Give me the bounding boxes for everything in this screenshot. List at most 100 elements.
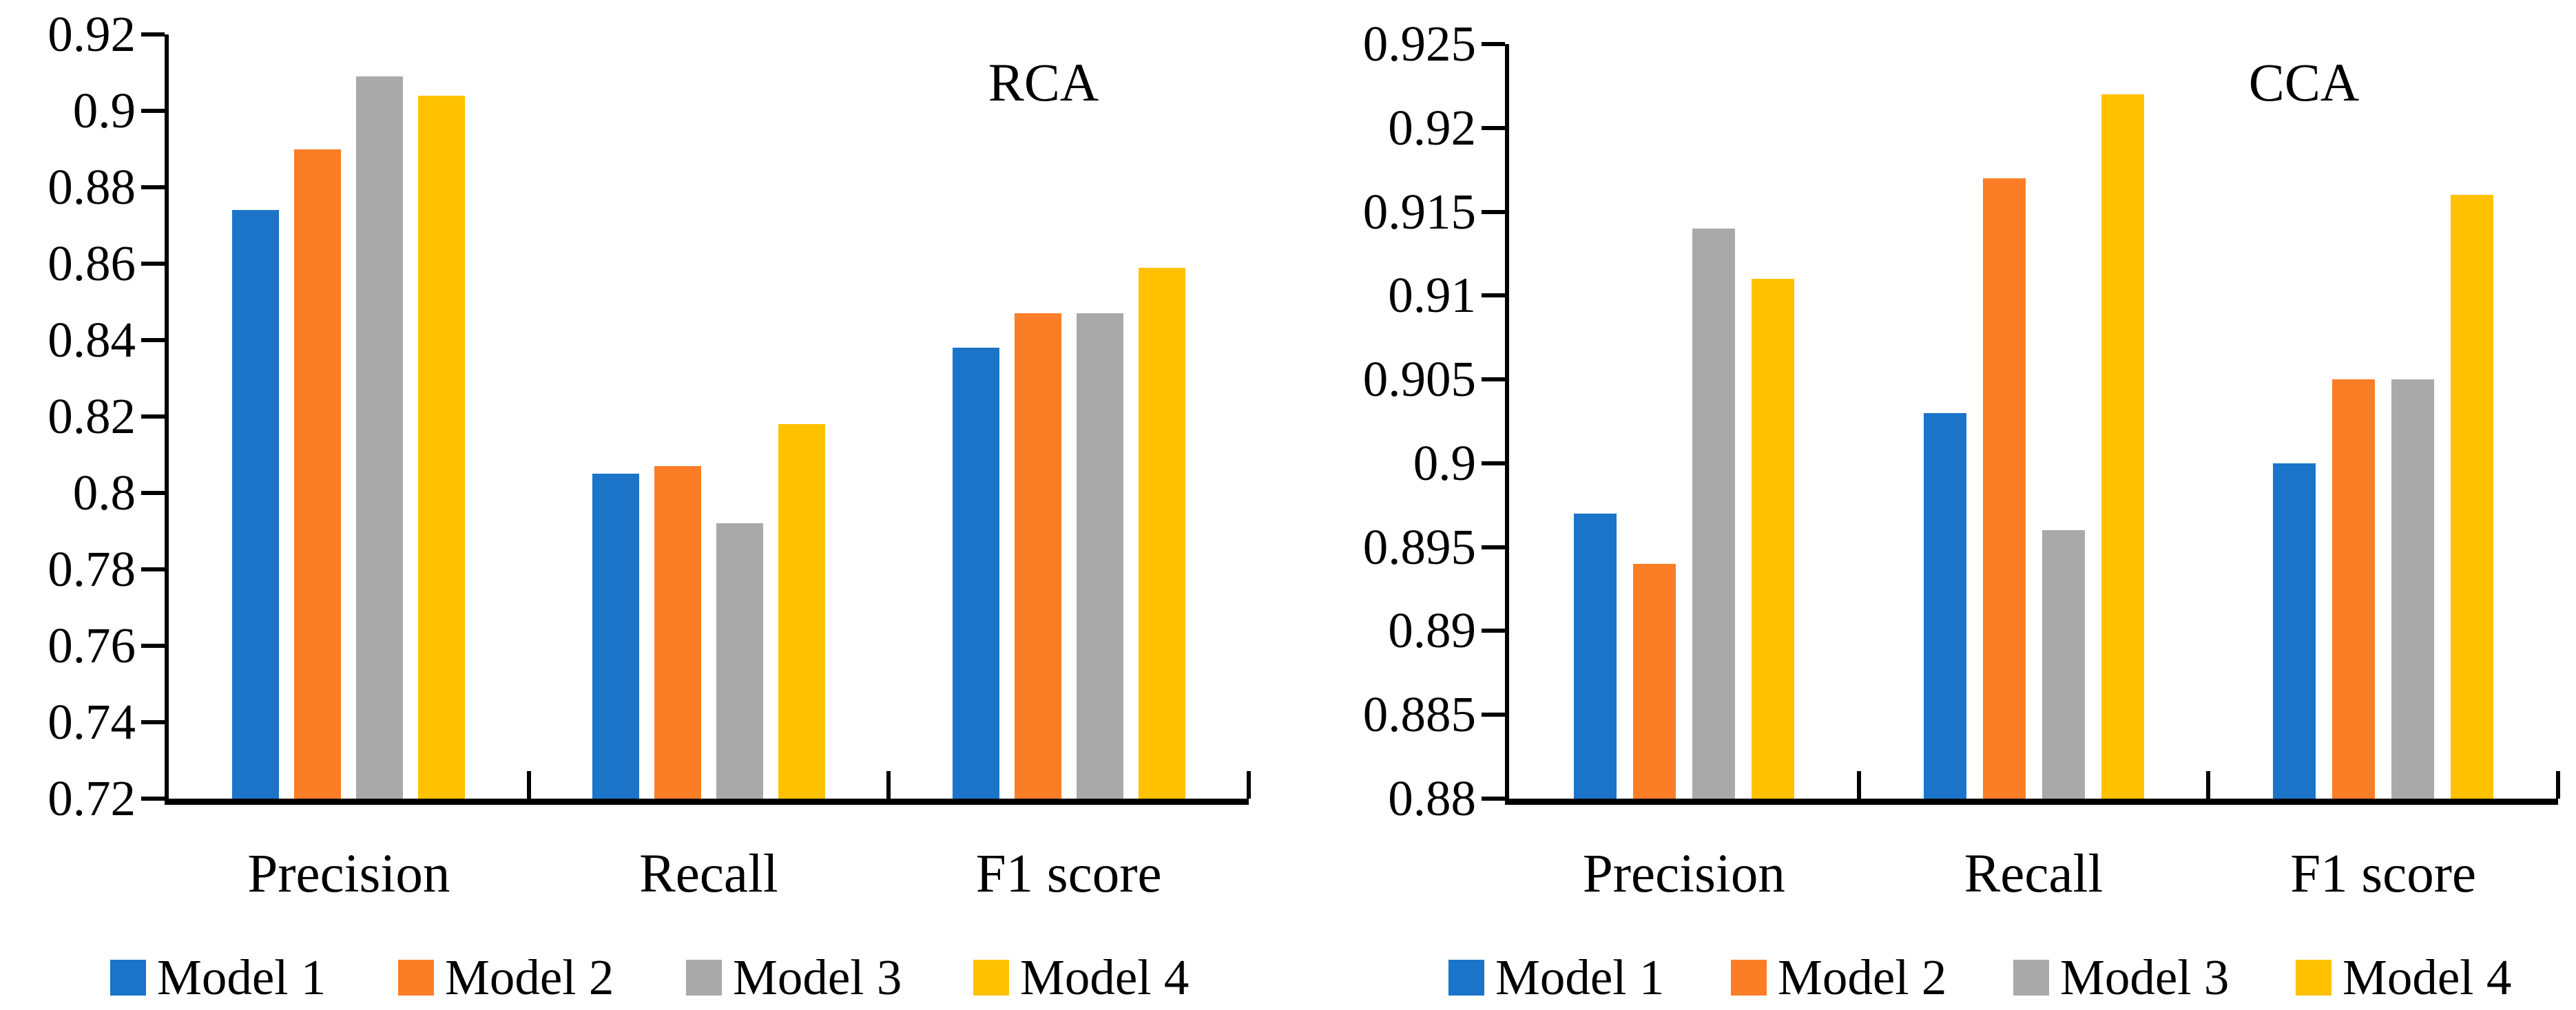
bar-model-4-f1-score (2451, 195, 2493, 799)
chart-0-y-tick (141, 185, 165, 189)
legend-label-model-4: Model 4 (2343, 949, 2512, 1005)
chart-1-x-axis (1505, 799, 2558, 805)
chart-1-category-tick (1856, 771, 1861, 799)
chart-0-y-tick-label: 0.78 (48, 541, 136, 597)
chart-1-y-tick (1482, 545, 1505, 549)
chart-0-y-tick (141, 414, 165, 419)
legend-swatch-model-3 (686, 960, 722, 996)
chart-0-y-tick-label: 0.84 (48, 312, 136, 368)
legend-swatch-model-3 (2013, 960, 2049, 996)
bar-model-2-precision (1633, 564, 1676, 799)
legend-label-model-2: Model 2 (445, 949, 614, 1005)
chart-0-y-axis (165, 34, 169, 805)
bar-model-1-recall (1924, 413, 1966, 799)
chart-0-category-tick (886, 771, 891, 799)
chart-0-y-tick (141, 644, 165, 648)
chart-1-y-tick (1482, 377, 1505, 382)
bar-model-3-precision (1692, 229, 1735, 799)
chart-1-y-tick-label: 0.9 (1413, 434, 1476, 491)
chart-0-y-tick-label: 0.72 (48, 770, 136, 826)
chart-1-y-axis (1505, 44, 1509, 805)
chart-1-y-tick (1482, 42, 1505, 46)
chart-1-category-label: F1 score (2290, 844, 2477, 904)
chart-0-y-tick-label: 0.9 (72, 83, 136, 138)
chart-1-y-tick-label: 0.91 (1388, 267, 1476, 324)
chart-0-category-tick (526, 771, 531, 799)
bar-model-1-f1-score (953, 348, 999, 799)
legend-label-model-2: Model 2 (1778, 949, 1947, 1005)
chart-1-y-tick (1482, 209, 1505, 214)
bar-model-1-precision (1574, 514, 1617, 799)
chart-1-y-tick-label: 0.885 (1362, 686, 1476, 743)
chart-1-y-tick-label: 0.895 (1362, 518, 1476, 575)
chart-1-y-tick (1482, 461, 1505, 465)
chart-1-y-tick-label: 0.905 (1362, 351, 1476, 408)
chart-1-y-tick-label: 0.92 (1388, 99, 1476, 156)
bar-model-4-precision (418, 96, 465, 799)
bar-model-2-recall (654, 466, 701, 799)
bar-model-2-f1-score (1015, 313, 1061, 799)
chart-0-y-tick (141, 338, 165, 342)
chart-1-y-tick (1482, 125, 1505, 130)
chart-0-y-tick (141, 567, 165, 571)
legend-swatch-model-2 (1731, 960, 1767, 996)
chart-0-y-tick-label: 0.92 (48, 6, 136, 62)
bar-model-2-f1-score (2332, 379, 2375, 799)
chart-0-y-tick-label: 0.8 (72, 465, 136, 520)
bar-model-1-recall (592, 474, 639, 799)
chart-1-y-tick-label: 0.89 (1388, 602, 1476, 659)
legend-label-model-3: Model 3 (2060, 949, 2230, 1005)
chart-1-category-tick (2206, 771, 2211, 799)
chart-0-y-tick-label: 0.86 (48, 235, 136, 291)
chart-0-y-tick (141, 262, 165, 266)
bar-model-3-recall (716, 523, 763, 799)
chart-1-y-tick (1482, 629, 1505, 633)
chart-0-category-tick (1247, 771, 1251, 799)
chart-1-y-tick (1482, 713, 1505, 717)
chart-0-category-label: F1 score (975, 844, 1162, 904)
legend-swatch-model-4 (973, 960, 1009, 996)
legend-label-model-3: Model 3 (733, 949, 902, 1005)
chart-0-y-tick-label: 0.82 (48, 388, 136, 444)
chart-0-category-label: Recall (639, 844, 778, 904)
chart-0-y-tick (141, 32, 165, 36)
legend-label-model-4: Model 4 (1020, 949, 1190, 1005)
bar-model-4-f1-score (1139, 268, 1185, 799)
legend-label-model-1: Model 1 (1495, 949, 1665, 1005)
chart-1-title: CCA (2248, 52, 2360, 112)
bar-model-3-f1-score (2391, 379, 2434, 799)
bar-model-2-precision (294, 149, 341, 799)
chart-0-category-label: Precision (247, 844, 450, 904)
bar-model-4-recall (778, 424, 825, 799)
chart-0-y-tick-label: 0.74 (48, 694, 136, 750)
bar-model-4-recall (2101, 94, 2144, 799)
chart-0-x-axis (165, 799, 1249, 805)
legend-swatch-model-2 (398, 960, 434, 996)
chart-1-y-tick-label: 0.88 (1388, 770, 1476, 826)
bar-model-4-precision (1752, 279, 1794, 799)
bar-model-3-f1-score (1077, 313, 1123, 799)
chart-0-y-tick (141, 109, 165, 113)
bar-model-1-precision (232, 210, 279, 799)
legend-label-model-1: Model 1 (157, 949, 326, 1005)
bar-model-2-recall (1983, 178, 2026, 799)
chart-1-y-tick-label: 0.915 (1362, 183, 1476, 240)
chart-1-y-tick-label: 0.925 (1362, 16, 1476, 72)
legend-swatch-model-1 (1448, 960, 1484, 996)
chart-1-y-tick (1482, 293, 1505, 298)
chart-0-y-tick (141, 797, 165, 801)
bar-model-3-recall (2042, 530, 2085, 799)
chart-0-title: RCA (988, 52, 1099, 112)
bar-model-3-precision (356, 76, 403, 799)
legend-swatch-model-4 (2296, 960, 2331, 996)
chart-1-category-tick (2556, 771, 2560, 799)
chart-0-y-tick-label: 0.88 (48, 159, 136, 215)
chart-1-y-tick (1482, 797, 1505, 801)
chart-1-category-label: Precision (1582, 844, 1785, 904)
chart-0-y-tick (141, 491, 165, 495)
bar-model-1-f1-score (2273, 463, 2316, 799)
chart-0-y-tick (141, 720, 165, 724)
chart-1-category-label: Recall (1964, 844, 2104, 904)
